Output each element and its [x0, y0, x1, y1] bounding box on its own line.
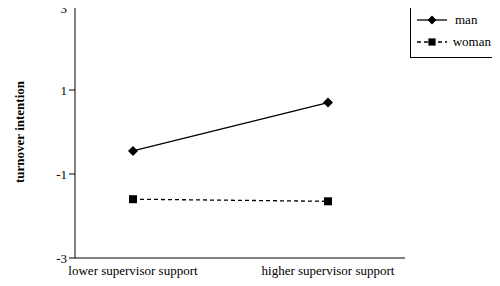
svg-text:-1: -1 — [56, 167, 67, 182]
svg-text:turnover intention: turnover intention — [12, 80, 27, 183]
svg-text:3: 3 — [61, 8, 68, 16]
html-text:man: man — [455, 12, 478, 27]
svg-text:1: 1 — [61, 83, 68, 98]
svg-text:-3: -3 — [56, 251, 67, 266]
html-text:woman: woman — [452, 34, 491, 49]
svg-text:lower supervisor support: lower supervisor support — [68, 263, 198, 278]
svg-text:higher supervisor support: higher supervisor support — [262, 263, 395, 278]
